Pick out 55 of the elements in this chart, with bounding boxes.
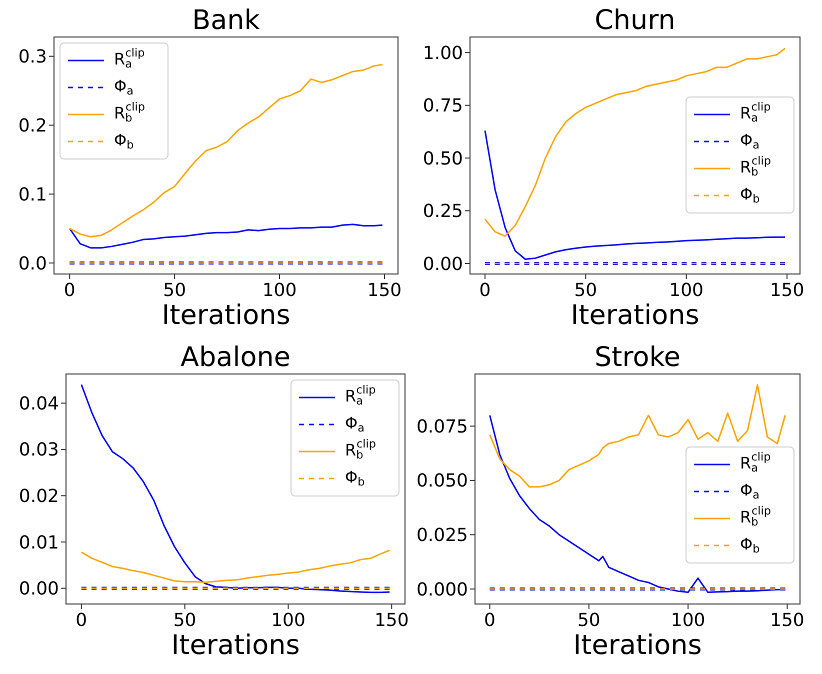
chart-title: Bank — [192, 5, 260, 36]
x-axis-title: Iterations — [570, 300, 700, 331]
x-tick-label: 100 — [669, 280, 704, 301]
line-series — [484, 48, 786, 237]
y-tick-label: 0.00 — [18, 578, 59, 600]
x-tick-label: 0 — [479, 280, 491, 301]
legend-label: Φ$_{a}$ — [740, 480, 760, 502]
y-tick-label: 0.02 — [18, 486, 59, 508]
x-tick-label: 50 — [163, 280, 186, 301]
chart-title: Churn — [594, 5, 676, 36]
x-tick-label: 0 — [64, 280, 76, 301]
legend-label: Φ$_{a}$ — [114, 76, 134, 98]
y-tick-label: 0.025 — [416, 525, 468, 546]
y-tick-label: 0.03 — [18, 440, 59, 461]
y-tick-label: 0.2 — [18, 115, 47, 136]
y-tick-label: 0.25 — [422, 201, 463, 222]
x-tick-label: 150 — [770, 280, 804, 301]
y-tick-label: 0.3 — [18, 46, 47, 68]
y-tick-label: 0.50 — [422, 148, 463, 170]
x-tick-label: 100 — [271, 610, 306, 631]
legend-label: Φ$_{a}$ — [345, 414, 364, 434]
legend-label: Φ$_{b}$ — [740, 534, 760, 556]
y-tick-label: 0.000 — [416, 579, 468, 600]
y-tick-label: 0.0 — [18, 253, 47, 274]
legend-label: Φ$_{b}$ — [345, 468, 365, 488]
x-tick-label: 50 — [574, 280, 598, 301]
x-tick-label: 150 — [770, 610, 804, 631]
y-tick-label: 0.01 — [18, 532, 59, 554]
x-tick-label: 150 — [374, 610, 409, 631]
line-series — [80, 384, 390, 594]
line-series — [68, 224, 384, 249]
y-tick-label: 0.075 — [416, 416, 468, 438]
line-series — [80, 550, 390, 583]
chart-title: Abalone — [180, 342, 290, 373]
legend-label: Φ$_{a}$ — [740, 130, 760, 152]
line-series — [484, 130, 786, 260]
x-tick-label: 100 — [262, 280, 297, 301]
y-tick-label: 0.00 — [422, 254, 463, 275]
y-tick-label: 0.04 — [18, 393, 59, 414]
x-tick-label: 100 — [670, 610, 706, 631]
x-tick-label: 50 — [577, 610, 600, 631]
x-tick-label: 150 — [367, 280, 402, 301]
x-axis-title: Iterations — [171, 630, 300, 661]
y-tick-label: 1.00 — [422, 42, 463, 64]
y-tick-label: 0.75 — [422, 96, 463, 117]
x-tick-label: 0 — [76, 610, 88, 631]
x-axis-title: Iterations — [573, 630, 702, 661]
x-axis-title: Iterations — [162, 300, 290, 331]
x-tick-label: 0 — [484, 610, 496, 631]
legend-label: Φ$_{b}$ — [114, 130, 134, 152]
legend-label: Φ$_{b}$ — [740, 184, 760, 206]
chart-title: Stroke — [594, 342, 681, 373]
y-tick-label: 0.1 — [18, 184, 47, 206]
x-tick-label: 50 — [173, 610, 196, 631]
y-tick-label: 0.050 — [416, 470, 468, 492]
